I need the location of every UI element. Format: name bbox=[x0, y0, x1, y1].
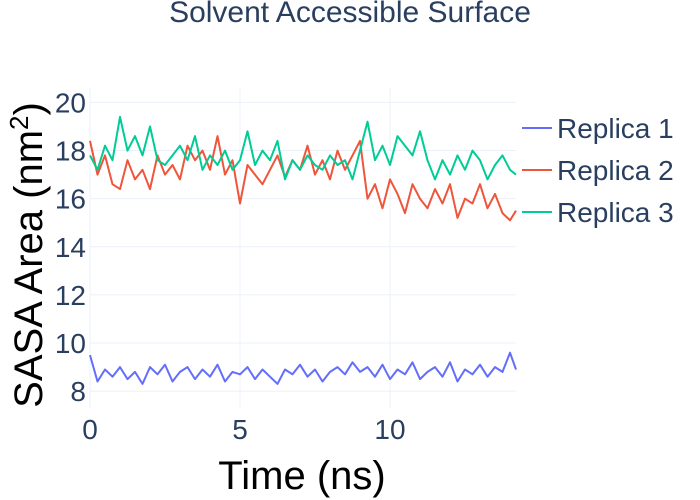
x-tick-label-1: 5 bbox=[232, 414, 248, 445]
y-tick-label-5: 18 bbox=[55, 136, 86, 167]
series-line-replica-2 bbox=[89, 135, 517, 222]
legend-label-replica-3: Replica 3 bbox=[557, 197, 674, 228]
y-axis-title: SASA Area (nm2) bbox=[4, 102, 51, 408]
legend: Replica 1 Replica 2 Replica 3 bbox=[522, 113, 674, 228]
series-layer bbox=[89, 115, 517, 385]
x-tick-label-2: 10 bbox=[374, 414, 405, 445]
y-axis-title-superscript: 2 bbox=[4, 115, 34, 129]
x-tick-label-0: 0 bbox=[82, 414, 98, 445]
tick-layer: 8 10 12 14 16 18 20 0 5 10 bbox=[55, 87, 406, 445]
y-tick-label-1: 10 bbox=[55, 328, 86, 359]
grid-layer bbox=[89, 88, 516, 408]
legend-item-replica-2: Replica 2 bbox=[522, 155, 674, 186]
legend-label-replica-2: Replica 2 bbox=[557, 155, 674, 186]
legend-item-replica-1: Replica 1 bbox=[522, 113, 674, 144]
y-tick-label-0: 8 bbox=[70, 376, 86, 407]
y-tick-label-3: 14 bbox=[55, 232, 86, 263]
x-axis-title: Time (ns) bbox=[218, 454, 385, 498]
series-line-replica-3 bbox=[89, 115, 517, 181]
legend-item-replica-3: Replica 3 bbox=[522, 197, 674, 228]
y-tick-label-6: 20 bbox=[55, 87, 86, 118]
series-line-replica-1 bbox=[89, 351, 517, 385]
legend-label-replica-1: Replica 1 bbox=[557, 113, 674, 144]
y-tick-label-4: 16 bbox=[55, 184, 86, 215]
y-axis-title-close: ) bbox=[7, 102, 51, 115]
y-tick-label-2: 12 bbox=[55, 280, 86, 311]
chart-title: Solvent Accessible Surface bbox=[169, 0, 531, 29]
y-axis-title-main: SASA Area (nm bbox=[7, 130, 51, 408]
